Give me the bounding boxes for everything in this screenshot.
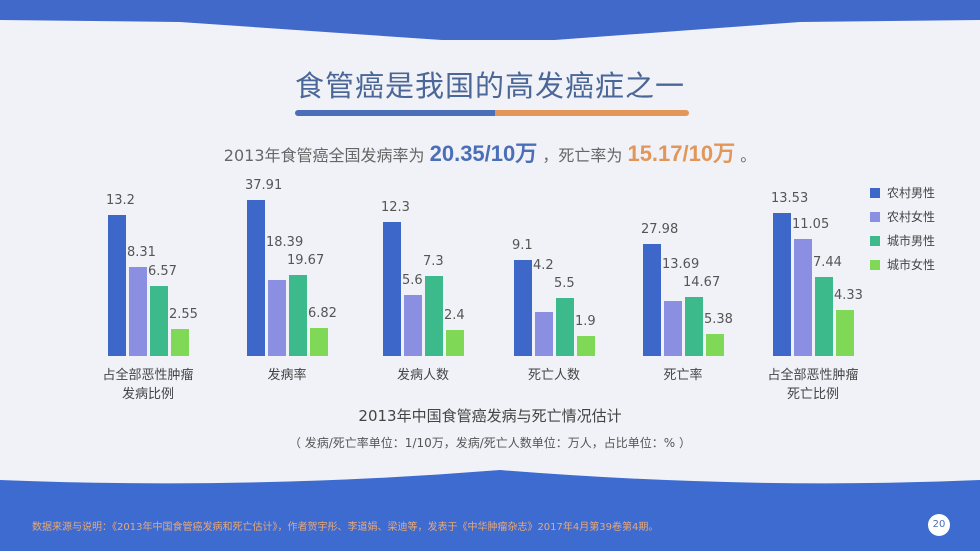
summary-middle: ，死亡率为 xyxy=(542,146,623,165)
data-label: 13.2 xyxy=(106,193,135,208)
bar xyxy=(268,280,286,356)
legend-item: 城市男性 xyxy=(870,232,935,249)
category-label: 占全部恶性肿瘤 发病比例 xyxy=(102,368,194,402)
data-label: 12.3 xyxy=(381,200,410,215)
bar xyxy=(150,285,168,356)
legend-swatch xyxy=(870,211,880,222)
bar xyxy=(643,244,661,356)
data-label: 18.39 xyxy=(266,235,304,251)
data-label: 4.33 xyxy=(834,288,863,304)
incidence-rate: 20.35/10万 xyxy=(429,141,538,166)
bar xyxy=(514,260,532,356)
bar xyxy=(446,329,464,356)
data-label: 6.82 xyxy=(308,305,337,321)
bar-chart: 13.2 8.31 6.57 2.55 占全部恶性肿瘤 发病比例 37.91 18.39 19.… xyxy=(102,178,935,402)
bar xyxy=(247,200,265,356)
legend-label: 城市男性 xyxy=(887,234,936,248)
source-note: 数据来源与说明：《2013年中国食管癌发病和死亡估计》，作者贺宇彤、李道娟、梁迪… xyxy=(32,522,659,533)
data-label: 5.6 xyxy=(402,272,423,288)
data-label: 1.9 xyxy=(575,313,596,329)
data-label: 7.44 xyxy=(813,255,842,271)
data-label: 11.05 xyxy=(792,217,830,233)
category-label: 占全部恶性肿瘤 死亡比例 xyxy=(767,368,859,402)
title-underline-blue xyxy=(295,110,495,116)
chart-units-note: （ 发病/死亡率单位：1/10万，发病/死亡人数单位：万人，占比单位：% ） xyxy=(288,436,692,450)
summary-line: 2013年食管癌全国发病率为 20.35/10万 ，死亡率为 15.17/10万… xyxy=(0,136,980,168)
data-label: 5.5 xyxy=(554,275,575,291)
bar xyxy=(383,222,401,356)
chart-title: 2013年中国食管癌发病与死亡情况估计 xyxy=(358,407,622,425)
bottom-banner xyxy=(0,470,980,551)
bar xyxy=(171,328,189,356)
legend-label: 农村男性 xyxy=(887,186,936,200)
data-label: 14.67 xyxy=(683,275,721,291)
bar xyxy=(404,294,422,356)
data-label: 5.38 xyxy=(704,312,733,328)
bar xyxy=(685,297,703,356)
category-label: 发病率 xyxy=(267,368,307,383)
bar xyxy=(815,277,833,356)
legend-item: 农村女性 xyxy=(870,208,935,225)
page-number: 20 xyxy=(928,514,950,536)
legend-label: 农村女性 xyxy=(887,210,936,224)
bar xyxy=(794,239,812,356)
bar xyxy=(310,327,328,356)
category-label: 死亡率 xyxy=(663,368,703,383)
bar xyxy=(108,215,126,356)
legend-label: 城市女性 xyxy=(887,258,936,272)
data-label: 6.57 xyxy=(148,263,177,279)
page-title: 食管癌是我国的高发癌症之一 xyxy=(294,69,685,103)
data-label: 2.4 xyxy=(444,307,465,323)
bar xyxy=(706,334,724,356)
data-label: 13.53 xyxy=(771,191,809,206)
legend-swatch xyxy=(870,187,880,198)
bar xyxy=(773,213,791,356)
legend-item: 城市女性 xyxy=(870,256,935,273)
data-label: 37.91 xyxy=(245,178,283,193)
summary-suffix: 。 xyxy=(740,146,757,165)
data-label: 9.1 xyxy=(512,238,533,253)
bar xyxy=(577,335,595,356)
top-banner xyxy=(0,0,980,40)
legend-item: 农村男性 xyxy=(870,184,935,201)
bar xyxy=(425,276,443,356)
title-underline-orange xyxy=(495,110,689,116)
data-label: 27.98 xyxy=(641,222,679,237)
data-label: 4.2 xyxy=(533,257,554,273)
bar xyxy=(664,301,682,356)
bar xyxy=(556,297,574,356)
data-label: 2.55 xyxy=(169,306,198,322)
mortality-rate: 15.17/10万 xyxy=(627,141,736,166)
category-label: 发病人数 xyxy=(396,368,449,383)
legend-swatch xyxy=(870,235,880,246)
data-label: 13.69 xyxy=(662,257,700,273)
summary-prefix: 2013年食管癌全国发病率为 xyxy=(223,146,425,165)
bar xyxy=(535,311,553,356)
bar xyxy=(129,267,147,356)
data-label: 19.67 xyxy=(287,253,325,269)
data-label: 7.3 xyxy=(423,254,444,270)
bar xyxy=(836,310,854,356)
data-label: 8.31 xyxy=(127,245,156,261)
bar xyxy=(289,275,307,356)
category-label: 死亡人数 xyxy=(527,368,580,383)
legend-swatch xyxy=(870,259,880,270)
